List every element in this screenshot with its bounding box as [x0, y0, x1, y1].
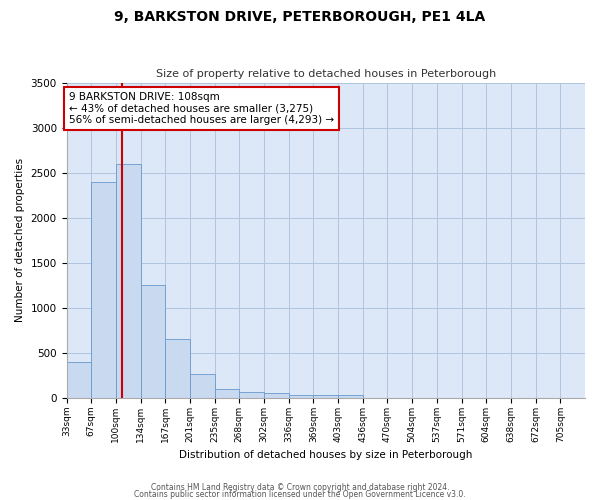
Y-axis label: Number of detached properties: Number of detached properties [15, 158, 25, 322]
Bar [67, 362, 91, 398]
Bar [116, 164, 140, 398]
Bar [313, 395, 338, 398]
Text: Contains public sector information licensed under the Open Government Licence v3: Contains public sector information licen… [134, 490, 466, 499]
Text: 9 BARKSTON DRIVE: 108sqm
← 43% of detached houses are smaller (3,275)
56% of sem: 9 BARKSTON DRIVE: 108sqm ← 43% of detach… [69, 92, 334, 125]
Bar [165, 339, 190, 398]
Bar [338, 395, 363, 398]
Bar [289, 394, 313, 398]
Bar [140, 285, 165, 398]
X-axis label: Distribution of detached houses by size in Peterborough: Distribution of detached houses by size … [179, 450, 472, 460]
Bar [264, 393, 289, 398]
Text: 9, BARKSTON DRIVE, PETERBOROUGH, PE1 4LA: 9, BARKSTON DRIVE, PETERBOROUGH, PE1 4LA [115, 10, 485, 24]
Bar [215, 388, 239, 398]
Bar [190, 374, 215, 398]
Bar [91, 182, 116, 398]
Title: Size of property relative to detached houses in Peterborough: Size of property relative to detached ho… [155, 69, 496, 79]
Text: Contains HM Land Registry data © Crown copyright and database right 2024.: Contains HM Land Registry data © Crown c… [151, 484, 449, 492]
Bar [239, 392, 264, 398]
